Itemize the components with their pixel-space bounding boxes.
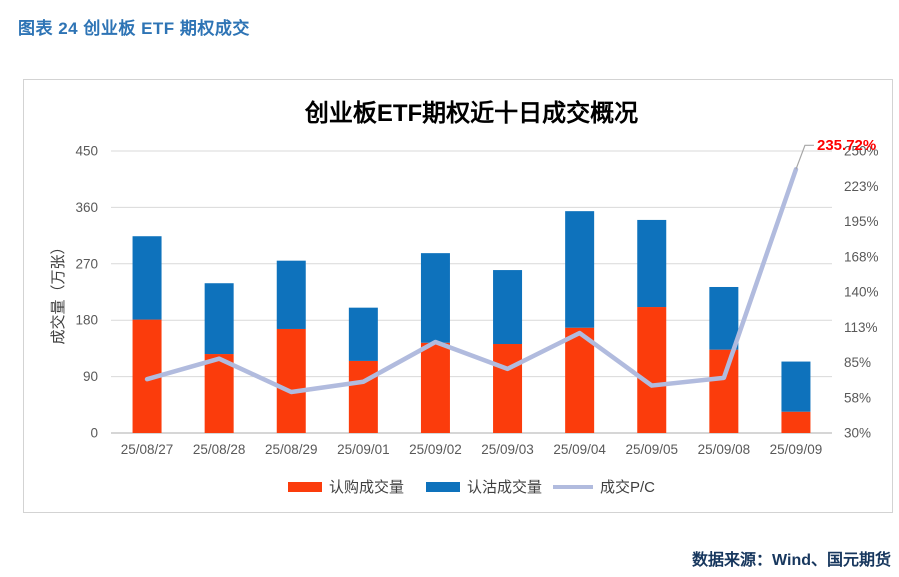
y-left-tick-label: 180 <box>75 313 98 328</box>
y-right-tick-label: 113% <box>844 320 878 335</box>
call-volume-bar <box>709 349 739 433</box>
y-right-tick-label: 30% <box>844 426 871 441</box>
plot-svg: 0 90 180 270 360 450 30% 58% 85% 113% 140% 168% 195%… <box>75 144 879 458</box>
annotation-leader-line <box>795 144 814 170</box>
legend-label-put: 认沽成交量 <box>466 479 542 496</box>
legend-swatch-call <box>287 481 322 492</box>
put-volume-bar <box>132 236 162 320</box>
x-tick-label: 25/08/27 <box>121 442 174 457</box>
y-right-tick-label: 168% <box>844 249 879 264</box>
call-volume-bar <box>493 344 523 433</box>
y-left-tick-label: 270 <box>75 256 98 271</box>
pc-annotation-label: 235.72% <box>817 137 877 154</box>
x-tick-label: 25/09/01 <box>337 442 390 457</box>
put-volume-bar <box>420 253 450 343</box>
call-volume-bar <box>565 327 595 433</box>
figure-caption: 图表 24 创业板 ETF 期权成交 <box>18 19 250 38</box>
y-right-tick-label: 195% <box>844 214 879 229</box>
put-volume-bar <box>709 286 739 350</box>
x-tick-label: 25/09/03 <box>481 442 534 457</box>
put-volume-bar <box>781 361 811 412</box>
legend: 认购成交量 认沽成交量 成交P/C <box>111 476 832 497</box>
data-source: 数据来源：Wind、国元期货 <box>692 552 891 569</box>
x-tick-label: 25/08/29 <box>265 442 318 457</box>
legend-swatch-put <box>425 481 460 492</box>
call-volume-bar <box>276 328 306 433</box>
x-tick-label: 25/08/28 <box>193 442 246 457</box>
y-left-tick-label: 360 <box>75 200 98 215</box>
y-right-tick-label: 140% <box>844 285 879 300</box>
call-volume-bar <box>637 307 667 433</box>
y-right-tick-label: 250% <box>844 144 879 159</box>
legend-label-call: 认购成交量 <box>328 479 404 496</box>
call-volume-bar <box>204 354 234 433</box>
x-tick-label: 25/09/08 <box>698 442 751 457</box>
x-tick-label: 25/09/02 <box>409 442 462 457</box>
call-volume-bar <box>348 360 378 433</box>
put-volume-bar <box>493 270 523 345</box>
call-volume-bar <box>781 411 811 433</box>
x-tick-label: 25/09/04 <box>553 442 606 457</box>
x-tick-label: 25/09/05 <box>625 442 678 457</box>
put-volume-bar <box>276 260 306 329</box>
y-right-tick-label: 58% <box>844 390 871 405</box>
call-volume-bar <box>420 342 450 433</box>
y-right-tick-label: 223% <box>844 179 879 194</box>
legend-swatch-pc-line <box>553 484 593 489</box>
y-right-tick-label: 85% <box>844 355 871 370</box>
put-volume-bar <box>637 219 667 308</box>
chart-container: 0 90 180 270 360 450 30% 58% 85% 113% 140% 168% 195%… <box>23 79 893 513</box>
chart-title: 创业板ETF期权近十日成交概况 <box>304 100 639 127</box>
put-volume-bar <box>348 307 378 361</box>
pc-ratio-line <box>144 167 799 395</box>
y-left-tick-label: 0 <box>90 426 98 441</box>
legend-label-pc: 成交P/C <box>600 479 656 496</box>
put-volume-bar <box>204 283 234 355</box>
y-left-tick-label: 90 <box>83 369 98 384</box>
y-left-tick-label: 450 <box>75 144 98 159</box>
x-tick-label: 25/09/09 <box>770 442 823 457</box>
put-volume-bar <box>565 211 595 328</box>
y-axis-title: 成交量（万张） <box>50 239 67 345</box>
